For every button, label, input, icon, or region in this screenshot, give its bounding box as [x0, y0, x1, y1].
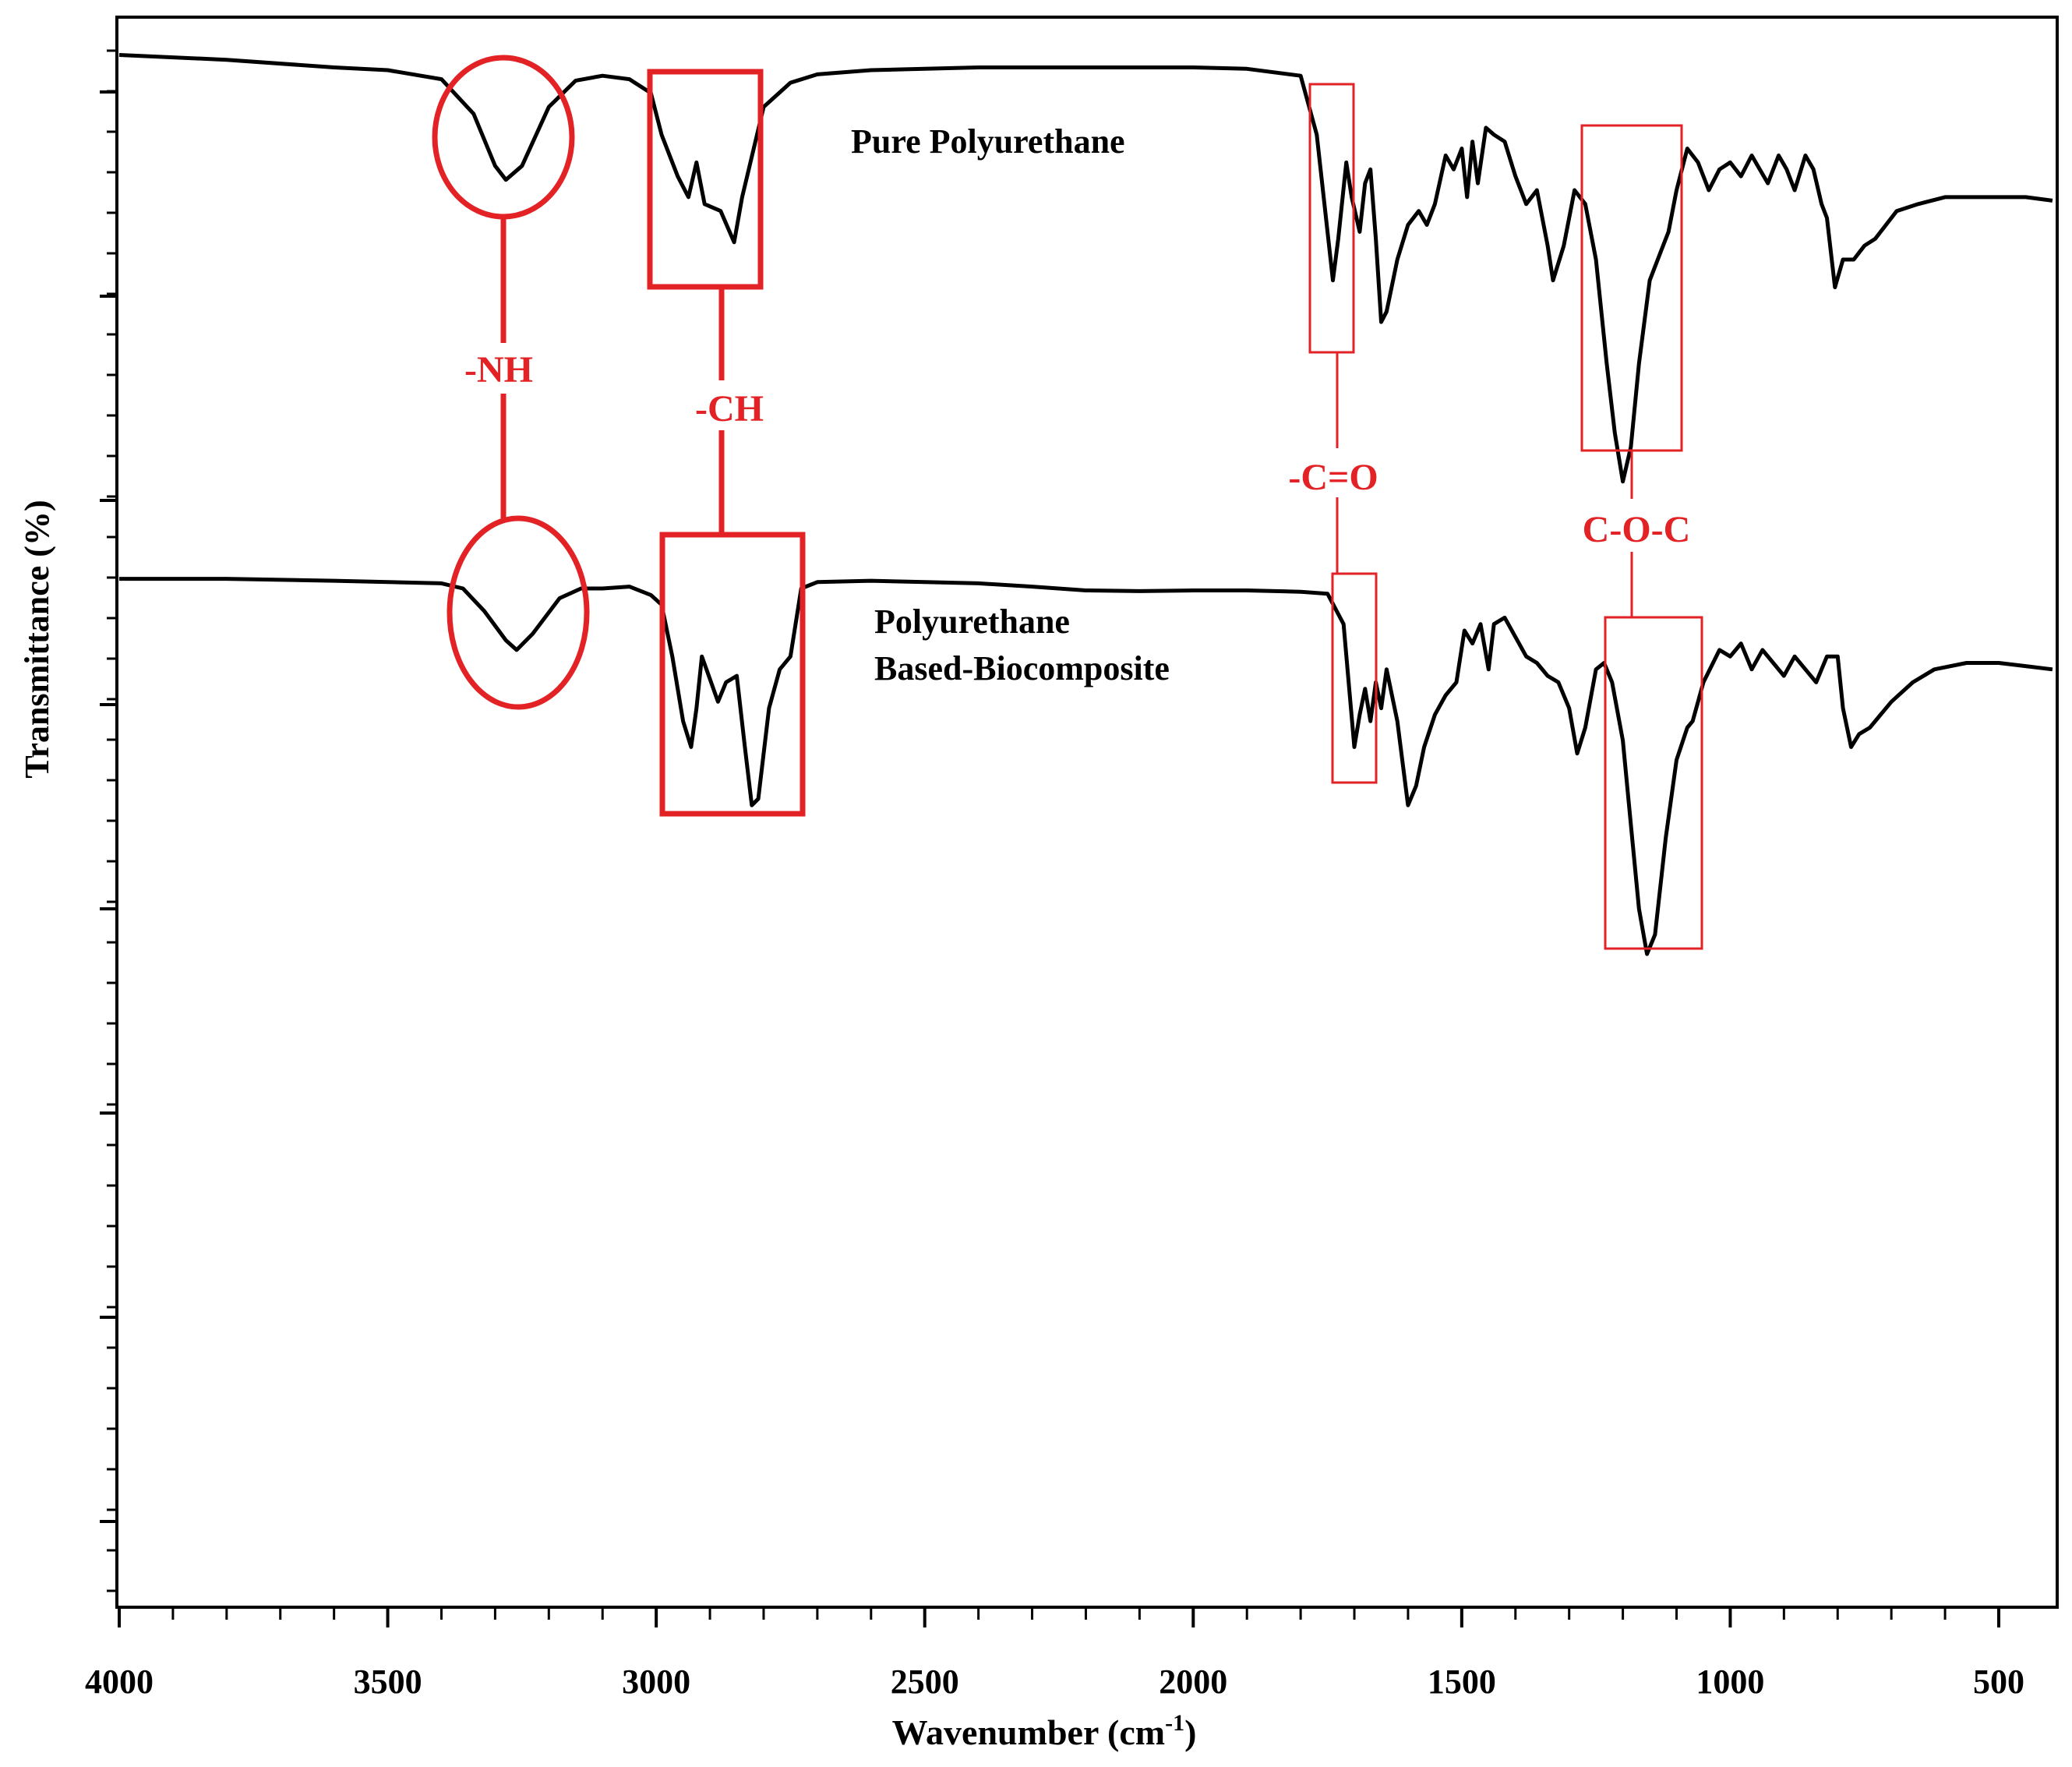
annotation-ch: -CH: [647, 69, 806, 817]
series-lines: [118, 53, 2053, 956]
annotation-coc: C-O-C: [1580, 124, 1703, 950]
annotation-nh: -NH: [432, 55, 590, 710]
series-label-biocomposite-line1: Polyurethane: [874, 603, 1070, 641]
ch-top-box: [647, 69, 764, 290]
x-axis-label-superscript: -1: [1165, 1710, 1184, 1736]
x-tick-label: 500: [1973, 1663, 2024, 1701]
annotation-co: -C=O: [1288, 83, 1378, 784]
ch-label: -CH: [695, 388, 764, 429]
series-line-biocomposite: [119, 577, 2053, 956]
series-label-biocomposite-line2: Based-Biocomposite: [874, 649, 1170, 687]
ch-bottom-box: [659, 532, 806, 817]
x-tick-label: 4000: [85, 1663, 154, 1701]
x-axis-label: Wavenumber (cm-1): [892, 1710, 1197, 1752]
coc-bottom-box: [1604, 616, 1703, 950]
series-label-pure-pu: Pure Polyurethane: [851, 122, 1125, 161]
co-top-box: [1308, 83, 1355, 354]
x-tick-label: 1000: [1696, 1663, 1764, 1701]
series-line-pure-polyurethane: [118, 53, 2053, 484]
co-bottom-box: [1331, 572, 1378, 784]
nh-label: -NH: [464, 349, 533, 391]
coc-label: C-O-C: [1583, 509, 1691, 550]
co-label: -C=O: [1288, 457, 1378, 498]
axis-ticks: 4000 3500 3000 2500 2000 1500 1000 500: [85, 49, 2024, 1701]
x-axis-label-main: Wavenumber (cm: [892, 1712, 1166, 1752]
x-tick-label: 1500: [1428, 1663, 1496, 1701]
nh-bottom-ellipse: [447, 515, 590, 710]
x-tick-label: 3000: [622, 1663, 690, 1701]
plot-frame: [115, 16, 2059, 1609]
y-axis-label: Transmittance (%): [18, 500, 56, 778]
x-tick-label: 2000: [1159, 1663, 1227, 1701]
x-tick-label: 2500: [891, 1663, 959, 1701]
x-axis-label-close: ): [1184, 1712, 1196, 1752]
x-tick-label: 3500: [354, 1663, 422, 1701]
